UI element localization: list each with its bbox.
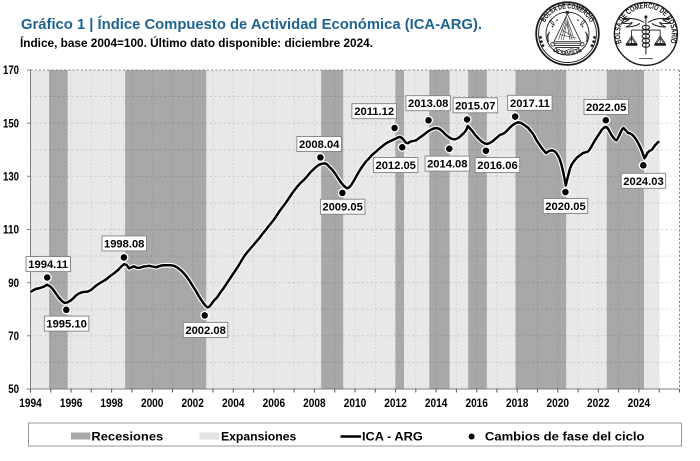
svg-text:2017.11: 2017.11: [510, 98, 550, 110]
svg-text:2000: 2000: [141, 396, 164, 410]
svg-text:1995.10: 1995.10: [46, 319, 86, 331]
svg-text:2015.07: 2015.07: [455, 100, 495, 112]
svg-text:Cambios de fase del ciclo: Cambios de fase del ciclo: [485, 430, 645, 444]
svg-text:Recesiones: Recesiones: [91, 430, 163, 444]
svg-text:1994.11: 1994.11: [28, 259, 68, 271]
svg-text:110: 110: [3, 223, 19, 237]
svg-text:1994: 1994: [19, 396, 42, 410]
svg-text:2018: 2018: [506, 396, 529, 410]
svg-text:2014.08: 2014.08: [427, 159, 467, 171]
svg-text:ICA - ARG: ICA - ARG: [362, 430, 423, 444]
svg-text:2024.03: 2024.03: [623, 176, 663, 188]
svg-text:150: 150: [3, 116, 19, 130]
svg-text:2010: 2010: [344, 396, 367, 410]
svg-text:2014: 2014: [425, 396, 448, 410]
svg-text:2013.08: 2013.08: [408, 98, 448, 110]
svg-text:170: 170: [3, 63, 19, 77]
svg-text:1998: 1998: [100, 396, 123, 410]
svg-text:2012: 2012: [384, 396, 407, 410]
svg-text:130: 130: [3, 170, 19, 184]
svg-text:2002: 2002: [181, 396, 204, 410]
svg-text:2002.08: 2002.08: [185, 325, 225, 337]
svg-text:Índice, base 2004=100. Último: Índice, base 2004=100. Último dato dispo…: [20, 35, 373, 50]
svg-text:2024: 2024: [628, 396, 651, 410]
svg-text:2004: 2004: [222, 396, 245, 410]
svg-text:2022: 2022: [587, 396, 610, 410]
svg-text:1998.08: 1998.08: [104, 238, 144, 250]
svg-text:2008.04: 2008.04: [299, 139, 340, 151]
svg-text:DE SANTA FE: DE SANTA FE: [552, 47, 584, 58]
svg-text:2008: 2008: [303, 396, 326, 410]
svg-text:1996: 1996: [60, 396, 83, 410]
svg-text:2022.05: 2022.05: [586, 102, 626, 114]
svg-text:2012.05: 2012.05: [375, 160, 415, 172]
svg-text:2011.12: 2011.12: [354, 106, 394, 118]
svg-text:90: 90: [8, 276, 19, 290]
svg-text:2016: 2016: [465, 396, 488, 410]
svg-text:2020: 2020: [547, 396, 570, 410]
svg-text:Gráfico 1 | Índice Compuesto d: Gráfico 1 | Índice Compuesto de Activida…: [21, 16, 482, 33]
svg-text:2020.05: 2020.05: [545, 201, 585, 213]
svg-text:2006: 2006: [263, 396, 286, 410]
svg-text:2016.06: 2016.06: [477, 160, 517, 172]
svg-text:Expansiones: Expansiones: [221, 430, 297, 444]
svg-text:70: 70: [8, 329, 19, 343]
svg-text:50: 50: [8, 382, 19, 396]
svg-text:2009.05: 2009.05: [322, 202, 362, 214]
